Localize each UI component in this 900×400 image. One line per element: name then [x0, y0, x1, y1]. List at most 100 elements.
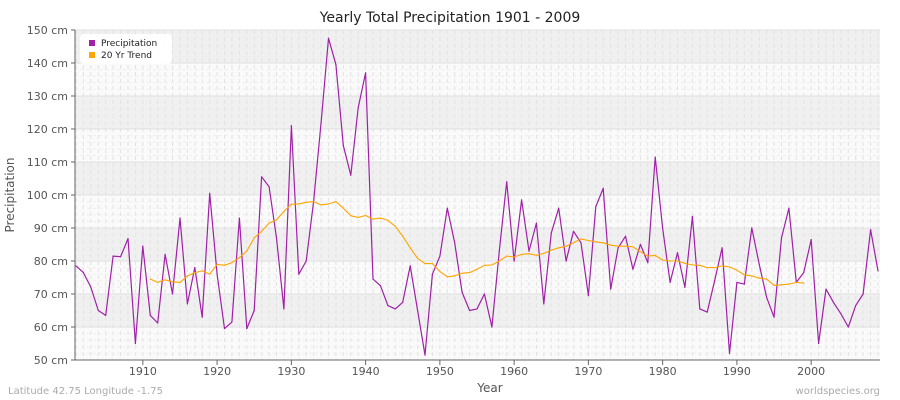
- trend-point: [424, 263, 426, 265]
- precipitation-point: [246, 328, 248, 330]
- precipitation-point: [565, 260, 567, 262]
- precipitation-point: [810, 238, 812, 241]
- precipitation-point: [572, 230, 575, 232]
- y-tick-label: 50 cm: [34, 354, 68, 367]
- precipitation-point: [803, 271, 805, 274]
- trend-point: [461, 272, 463, 274]
- axes: 50 cm 60 cm 70 cm 80 cm 90 cm 100 cm 110 cm 120…: [27, 24, 880, 378]
- trend-point: [624, 245, 627, 247]
- precipitation-point: [817, 342, 820, 345]
- precipitation-point: [268, 186, 270, 188]
- precipitation-point: [610, 288, 612, 290]
- precipitation-point: [283, 308, 285, 310]
- trend-point: [409, 247, 411, 249]
- precipitation-point: [869, 229, 872, 231]
- precipitation-point: [743, 283, 745, 285]
- y-tick-label: 60 cm: [34, 321, 68, 334]
- source-credit: worldspecies.org: [796, 386, 880, 397]
- precipitation-point: [320, 121, 322, 123]
- trend-point: [639, 251, 641, 253]
- x-tick-label: 1950: [426, 365, 454, 378]
- precipitation-point: [171, 293, 174, 295]
- precipitation-point: [654, 156, 656, 158]
- trend-point: [498, 260, 500, 262]
- location-note: Latitude 42.75 Longitude -1.75: [8, 386, 163, 397]
- y-tick-label: 100 cm: [27, 189, 68, 202]
- precipitation-point: [468, 309, 471, 312]
- trend-point: [513, 256, 515, 258]
- precipitation-point: [847, 326, 849, 328]
- trend-point: [342, 207, 344, 209]
- precipitation-point: [424, 354, 426, 356]
- trend-point: [543, 252, 545, 255]
- trend-point: [721, 265, 723, 267]
- trend-point: [617, 245, 619, 247]
- trend-point: [350, 215, 352, 217]
- precipitation-point: [454, 242, 456, 244]
- precipitation-point: [439, 255, 441, 257]
- precipitation-point: [699, 308, 701, 310]
- precipitation-point: [209, 192, 211, 194]
- trend-point: [149, 278, 151, 280]
- precipitation-point: [714, 280, 716, 282]
- precipitation-point: [751, 227, 753, 229]
- chart-title: Yearly Total Precipitation 1901 - 2009: [319, 10, 581, 26]
- precipitation-point: [506, 181, 508, 183]
- precipitation-point: [179, 217, 181, 219]
- precipitation-point: [75, 265, 77, 267]
- trend-point: [164, 279, 166, 281]
- legend-label-precipitation: Precipitation: [101, 39, 157, 49]
- precipitation-point: [476, 308, 478, 310]
- y-tick-label: 130 cm: [27, 90, 68, 103]
- grid-lines: [75, 29, 880, 361]
- trend-point: [186, 275, 188, 277]
- precipitation-point: [127, 237, 129, 240]
- trend-point: [773, 284, 775, 287]
- trend-point: [743, 274, 745, 276]
- precipitation-point: [691, 215, 693, 218]
- trend-point: [431, 263, 434, 265]
- trend-point: [654, 254, 656, 256]
- x-tick-label: 1910: [129, 365, 157, 378]
- precipitation-point: [632, 268, 634, 270]
- trend-point: [795, 281, 797, 284]
- precipitation-point: [780, 237, 783, 239]
- trend-point: [595, 241, 597, 243]
- precipitation-point: [832, 301, 835, 303]
- trend-point: [691, 264, 693, 266]
- precipitation-point: [773, 316, 775, 318]
- trend-point: [632, 246, 634, 248]
- trend-point: [520, 253, 523, 255]
- precipitation-point: [520, 199, 523, 201]
- precipitation-point: [90, 286, 92, 288]
- precipitation-point: [134, 342, 137, 345]
- trend-point: [209, 273, 211, 275]
- precipitation-point: [402, 301, 404, 303]
- y-tick-label: 70 cm: [34, 288, 68, 301]
- trend-point: [647, 255, 649, 257]
- precipitation-point: [758, 263, 760, 265]
- trend-point: [275, 219, 278, 221]
- precipitation-point: [372, 278, 374, 280]
- precipitation-point: [82, 271, 85, 274]
- trend-point: [313, 201, 315, 203]
- precipitation-point: [721, 247, 723, 249]
- precipitation-point: [275, 237, 278, 239]
- precipitation-point: [580, 242, 582, 244]
- y-tick-label: 150 cm: [27, 24, 68, 37]
- precipitation-point: [157, 322, 159, 324]
- trend-point: [194, 271, 196, 274]
- x-tick-label: 1920: [203, 365, 231, 378]
- trend-point: [387, 219, 389, 222]
- trend-point: [357, 216, 359, 219]
- precipitation-point: [201, 316, 203, 318]
- trend-point: [572, 242, 575, 244]
- trend-point: [550, 249, 552, 251]
- precipitation-point: [513, 260, 515, 262]
- x-tick-label: 1930: [277, 365, 305, 378]
- precipitation-point: [290, 125, 292, 127]
- trend-point: [439, 270, 441, 273]
- precipitation-point: [446, 207, 448, 209]
